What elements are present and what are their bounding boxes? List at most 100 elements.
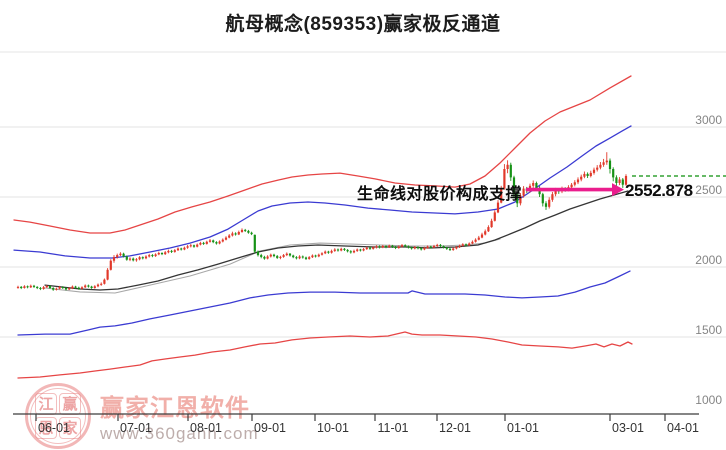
- candle-body: [215, 242, 218, 244]
- candle-body: [173, 250, 176, 252]
- candle-body: [93, 286, 96, 288]
- candle-body: [196, 244, 199, 247]
- candle-body: [394, 246, 397, 248]
- candle-body: [106, 269, 109, 280]
- candle-body: [388, 245, 391, 248]
- life-line-gray: [44, 238, 501, 294]
- candle-body: [36, 286, 39, 288]
- candle-body: [372, 247, 375, 249]
- candle-body: [20, 286, 23, 288]
- candle-body: [624, 176, 628, 185]
- y-tick-label: 1500: [695, 323, 722, 337]
- candle-body: [260, 255, 263, 257]
- candle-body: [228, 235, 231, 238]
- candle-body: [138, 257, 141, 260]
- candle-body: [58, 287, 61, 289]
- candle-body: [404, 245, 407, 247]
- candle-body: [445, 247, 448, 249]
- candle-body: [205, 241, 208, 244]
- candle-body: [250, 232, 253, 235]
- candle-body: [464, 244, 468, 246]
- candle-body: [324, 251, 327, 254]
- candle-body: [167, 250, 170, 253]
- candle-body: [135, 259, 138, 261]
- candle-body: [295, 257, 298, 259]
- candle-body: [413, 247, 416, 249]
- candle-body: [576, 179, 580, 183]
- x-tick-label: 12-01: [439, 421, 471, 435]
- candle-body: [458, 245, 461, 248]
- candle-body: [519, 195, 522, 204]
- candle-body: [45, 286, 48, 288]
- candle-body: [608, 160, 612, 169]
- candle-body: [234, 233, 237, 235]
- candle-body: [23, 286, 26, 288]
- candle-body: [87, 285, 90, 287]
- candle-body: [247, 230, 250, 233]
- lower-rail-red: [17, 331, 633, 379]
- candle-body: [455, 247, 458, 249]
- upper-rail-red: [13, 75, 632, 234]
- candle-body: [32, 285, 36, 287]
- candle-body: [71, 286, 74, 289]
- candle-body: [29, 285, 32, 288]
- candle-body: [52, 288, 55, 290]
- candle-body: [506, 164, 509, 169]
- candle-body: [183, 247, 186, 250]
- candle-body: [112, 257, 116, 261]
- watermark-brand: 赢家江恩软件: [100, 395, 250, 422]
- candle-body: [583, 173, 586, 177]
- candle-body: [180, 248, 183, 250]
- candle-body: [336, 249, 340, 251]
- candle-body: [26, 286, 29, 288]
- candle-body: [573, 182, 576, 185]
- candle-body: [612, 169, 615, 178]
- candle-body: [327, 251, 330, 253]
- candle-body: [154, 254, 157, 257]
- candle-body: [61, 287, 64, 288]
- candle-body: [333, 249, 336, 251]
- candle-body: [122, 253, 125, 257]
- candle-body: [618, 179, 621, 183]
- candle-body: [432, 246, 436, 248]
- candle-body: [240, 229, 244, 232]
- candle-body: [400, 245, 404, 247]
- candle-body: [282, 255, 285, 257]
- candle-body: [237, 232, 240, 235]
- candle-body: [125, 256, 128, 260]
- upper-band-blue: [13, 125, 632, 259]
- candle-body: [468, 243, 471, 246]
- candle-body: [516, 194, 519, 204]
- candle-body: [148, 255, 151, 257]
- lower-band-blue: [17, 270, 631, 336]
- candle-body: [48, 286, 52, 288]
- candle-body: [340, 248, 343, 251]
- candle-body: [512, 177, 516, 195]
- candle-body: [359, 249, 362, 251]
- candle-body: [90, 286, 93, 288]
- candle-body: [192, 245, 196, 247]
- candle-body: [615, 177, 618, 183]
- candle-body: [144, 256, 148, 259]
- candle-body: [224, 237, 228, 240]
- candle-body: [202, 242, 205, 244]
- candle-body: [474, 239, 477, 242]
- candle-body: [292, 255, 295, 258]
- watermark-site: www.360gann.com: [100, 424, 259, 443]
- candle-body: [378, 246, 381, 248]
- candle-body: [522, 188, 525, 196]
- candle-body: [317, 254, 320, 257]
- candle-body: [596, 167, 599, 170]
- candle-body: [84, 285, 87, 288]
- seal-char: 家: [59, 417, 81, 439]
- candle-body: [80, 287, 84, 289]
- candle-body: [96, 284, 100, 287]
- candle-body: [535, 183, 538, 188]
- candle-body: [461, 244, 464, 246]
- candle-body: [490, 220, 493, 228]
- candle-body: [544, 203, 548, 207]
- candle-body: [42, 287, 45, 289]
- candle-body: [349, 251, 352, 253]
- candle-body: [256, 251, 260, 256]
